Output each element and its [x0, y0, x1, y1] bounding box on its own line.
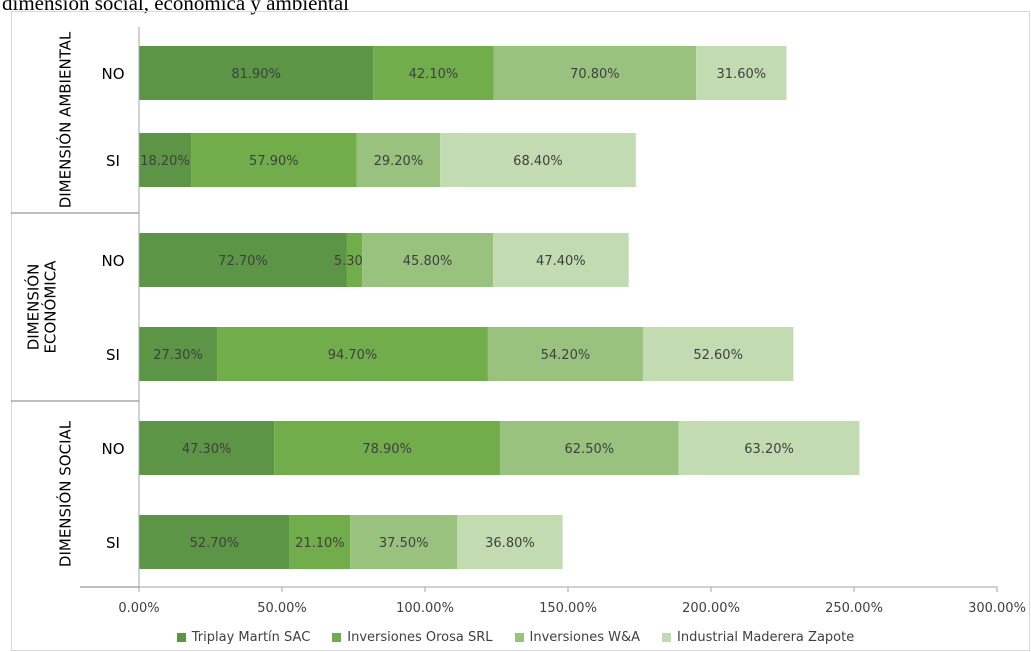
- bar-segment: [191, 133, 357, 187]
- data-label: 45.80%: [403, 254, 453, 269]
- x-tick-label: 50.00%: [257, 601, 307, 616]
- legend-swatch: [332, 632, 342, 642]
- group-label: DIMENSIÓN AMBIENTAL: [56, 31, 75, 208]
- data-label: 94.70%: [328, 348, 378, 363]
- legend-item: Inversiones Orosa SRL: [332, 629, 493, 645]
- legend-swatch: [514, 632, 524, 642]
- data-label: 37.50%: [379, 536, 429, 551]
- bar-segment: [139, 515, 290, 569]
- legend-item: Industrial Maderera Zapote: [662, 630, 854, 645]
- bar-segment: [696, 46, 787, 100]
- bar-segment: [493, 233, 629, 287]
- bar-segment: [139, 421, 275, 475]
- data-label: 31.60%: [717, 67, 767, 82]
- x-tick-label: 0.00%: [118, 601, 159, 616]
- bar-segment: [139, 327, 218, 381]
- data-label: 21.10%: [295, 536, 345, 551]
- data-label: 42.10%: [409, 67, 459, 82]
- category-label: NO: [101, 65, 124, 83]
- data-label: 27.30%: [153, 348, 203, 363]
- bar-segment: [678, 421, 860, 475]
- category-label: SI: [106, 346, 120, 364]
- category-label: SI: [106, 152, 120, 170]
- bar-segment: [642, 327, 794, 381]
- legend-label: Inversiones W&A: [529, 629, 640, 645]
- data-label: 36.80%: [485, 536, 535, 551]
- bar-segment: [493, 46, 697, 100]
- bar-segment: [487, 327, 643, 381]
- data-label: 72.70%: [218, 254, 268, 269]
- bar-segment: [289, 515, 351, 569]
- data-label: 57.90%: [249, 154, 299, 169]
- bar-segment: [356, 133, 441, 187]
- category-label: SI: [106, 534, 120, 552]
- legend-label: Inversiones Orosa SRL: [347, 629, 493, 645]
- data-label: 47.40%: [536, 254, 586, 269]
- data-label: 68.40%: [513, 154, 563, 169]
- bar-segment: [139, 133, 192, 187]
- data-label: 70.80%: [570, 67, 620, 82]
- bar-segment: [274, 421, 500, 475]
- data-label: 62.50%: [565, 442, 615, 457]
- legend-swatch: [176, 632, 186, 642]
- bar-segment: [139, 46, 374, 100]
- data-label: 29.20%: [374, 154, 424, 169]
- bar-segment: [373, 46, 494, 100]
- bar-segment: [346, 233, 363, 287]
- data-label: 78.90%: [362, 442, 412, 457]
- bar-segment: [362, 233, 494, 287]
- legend-label: Industrial Maderera Zapote: [677, 629, 855, 645]
- data-label: 54.20%: [541, 348, 591, 363]
- data-label: 52.70%: [190, 536, 240, 551]
- bar-segment: [350, 515, 458, 569]
- legend-swatch: [662, 632, 671, 642]
- x-tick-label: 100.00%: [396, 601, 454, 616]
- category-label: NO: [101, 440, 124, 458]
- group-label: DIMENSIÓN SOCIAL: [56, 420, 75, 567]
- bar-segment: [139, 233, 347, 287]
- legend-item: Inversiones W&A: [514, 629, 640, 645]
- x-tick-label: 250.00%: [825, 601, 883, 616]
- x-tick-label: 150.00%: [539, 601, 597, 616]
- data-label: 18.20%: [140, 154, 190, 169]
- bar-segment: [499, 421, 679, 475]
- group-label: DIMENSIÓN: [24, 264, 43, 351]
- group-label: ECONÓMICA: [41, 260, 60, 354]
- category-label: NO: [101, 252, 124, 270]
- x-tick-label: 300.00%: [968, 601, 1026, 616]
- bar-segment: [217, 327, 488, 381]
- chart-legend: Triplay Martín SAC Inversiones Orosa SRL I…: [0, 626, 1031, 648]
- data-label: 52.60%: [693, 348, 743, 363]
- legend-label: Triplay Martín SAC: [191, 629, 311, 645]
- legend-item: Triplay Martín SAC: [176, 629, 311, 645]
- data-label: 81.90%: [231, 67, 281, 82]
- data-label: 63.20%: [744, 442, 794, 457]
- x-tick-label: 200.00%: [682, 601, 740, 616]
- bar-segment: [440, 133, 636, 187]
- data-label: 47.30%: [182, 442, 232, 457]
- chart-frame: [11, 11, 1030, 651]
- bar-segment: [457, 515, 563, 569]
